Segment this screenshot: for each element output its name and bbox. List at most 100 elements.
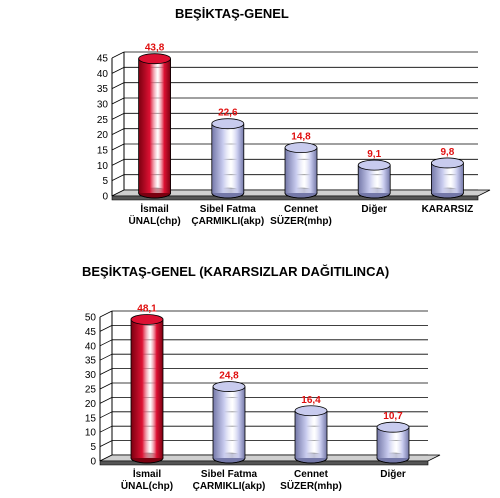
bar-value-label: 43,8	[145, 43, 165, 54]
bar	[138, 53, 172, 199]
bar-value-label: 16,4	[301, 395, 321, 406]
bar-value-label: 48,1	[137, 303, 157, 314]
y-tick-label: 20	[85, 399, 97, 410]
y-tick-label: 45	[97, 54, 109, 65]
y-tick-label: 25	[97, 115, 109, 126]
bar-bottom-arc	[431, 192, 464, 199]
bar-top	[284, 142, 318, 154]
y-tick-label: 30	[97, 100, 109, 111]
x-category-label: ÜNAL(chp)	[128, 214, 180, 227]
grid-side-line	[99, 425, 113, 433]
bar-top	[211, 118, 245, 130]
y-tick-label: 30	[85, 370, 97, 381]
x-category-label: ÇARMIKLI(akp)	[193, 481, 266, 492]
grid-side-line	[99, 310, 113, 318]
bar-value-label: 10,7	[383, 411, 403, 422]
bar-bottom-arc	[211, 192, 245, 199]
grid-side-line	[111, 158, 125, 166]
x-category-label: Sibel Fatma	[200, 204, 257, 215]
bar	[430, 157, 464, 199]
bar	[376, 421, 410, 464]
y-tick-label: 10	[85, 428, 97, 439]
bar-value-label: 9,8	[440, 147, 454, 158]
y-tick-label: 45	[85, 327, 97, 338]
y-tick-label: 25	[85, 385, 97, 396]
x-category-label: Cennet	[294, 469, 329, 480]
grid-side-line	[111, 51, 125, 59]
bar-bottom-arc	[376, 457, 410, 464]
chart-2-title: BEŞİKTAŞ-GENEL (KARARSIZLAR DAĞITILINCA)	[82, 264, 390, 279]
x-category-label: İsmail	[133, 467, 162, 480]
x-category-label: Diğer	[380, 469, 406, 480]
grid-side-line	[99, 411, 113, 419]
y-tick-label: 35	[97, 84, 109, 95]
grid-side-line	[111, 112, 125, 120]
grid-side-line	[111, 66, 125, 74]
chart-1-title: BEŞİKTAŞ-GENEL	[175, 6, 289, 21]
grid-side-line	[99, 397, 113, 404]
bar-body	[213, 386, 245, 458]
bar-value-label: 22,6	[218, 108, 238, 119]
bar	[211, 118, 245, 199]
bar-bottom-arc	[138, 192, 171, 199]
bar-top	[212, 381, 246, 392]
y-tick-label: 10	[97, 161, 109, 172]
bar-top	[294, 405, 328, 417]
bar-top	[430, 157, 464, 169]
y-tick-label: 40	[97, 69, 109, 80]
bar-body	[138, 58, 171, 194]
grid-side-line	[111, 174, 125, 182]
x-category-label: SÜZER(mhp)	[280, 479, 342, 492]
bar-body	[295, 410, 327, 458]
bar-top	[130, 314, 164, 325]
grid-side-line	[111, 143, 125, 151]
bar	[130, 314, 164, 464]
grid-side-line	[99, 440, 113, 447]
bar	[284, 142, 318, 199]
bar-value-label: 24,8	[219, 371, 239, 382]
bar-body	[285, 147, 317, 193]
bar-top	[376, 421, 410, 433]
y-tick-label: 15	[85, 413, 97, 424]
y-tick-label: 5	[90, 442, 96, 453]
y-tick-label: 5	[102, 176, 108, 187]
y-tick-label: 15	[97, 146, 109, 157]
x-category-label: ÜNAL(chp)	[121, 479, 173, 492]
bar-value-label: 14,8	[291, 132, 311, 143]
bar	[294, 405, 328, 464]
x-category-label: İsmail	[140, 202, 169, 215]
bar-bottom-arc	[212, 457, 246, 464]
bar-top	[138, 53, 172, 65]
grid-side-line	[99, 368, 113, 375]
y-tick-label: 0	[102, 192, 108, 203]
y-tick-label: 35	[85, 356, 97, 367]
bar-body	[131, 319, 163, 458]
x-category-label: SÜZER(mhp)	[270, 214, 332, 227]
x-category-label: KARARSIZ	[422, 204, 474, 215]
y-tick-label: 20	[97, 130, 109, 141]
y-tick-label: 0	[90, 457, 96, 468]
x-category-label: Diğer	[361, 204, 387, 215]
bar-body	[211, 123, 244, 193]
x-category-label: Cennet	[284, 204, 319, 215]
bar-bottom-arc	[284, 192, 318, 199]
bar-bottom-arc	[294, 457, 328, 464]
grid-side-line	[99, 353, 113, 361]
grid-side-line	[111, 128, 125, 136]
grid-side-line	[99, 339, 113, 347]
y-tick-label: 40	[85, 341, 97, 352]
x-category-label: Sibel Fatma	[201, 469, 258, 480]
bar-bottom-arc	[130, 457, 164, 464]
bar-value-label: 9,1	[367, 149, 381, 160]
grid-side-line	[99, 325, 113, 332]
bar-bottom-arc	[357, 192, 391, 199]
grid-side-line	[111, 97, 125, 105]
bar	[357, 159, 391, 199]
grid-side-line	[111, 82, 125, 90]
grid-side-line	[99, 382, 113, 390]
bar-top	[357, 159, 391, 171]
bar	[212, 381, 246, 464]
y-tick-label: 50	[85, 313, 97, 324]
